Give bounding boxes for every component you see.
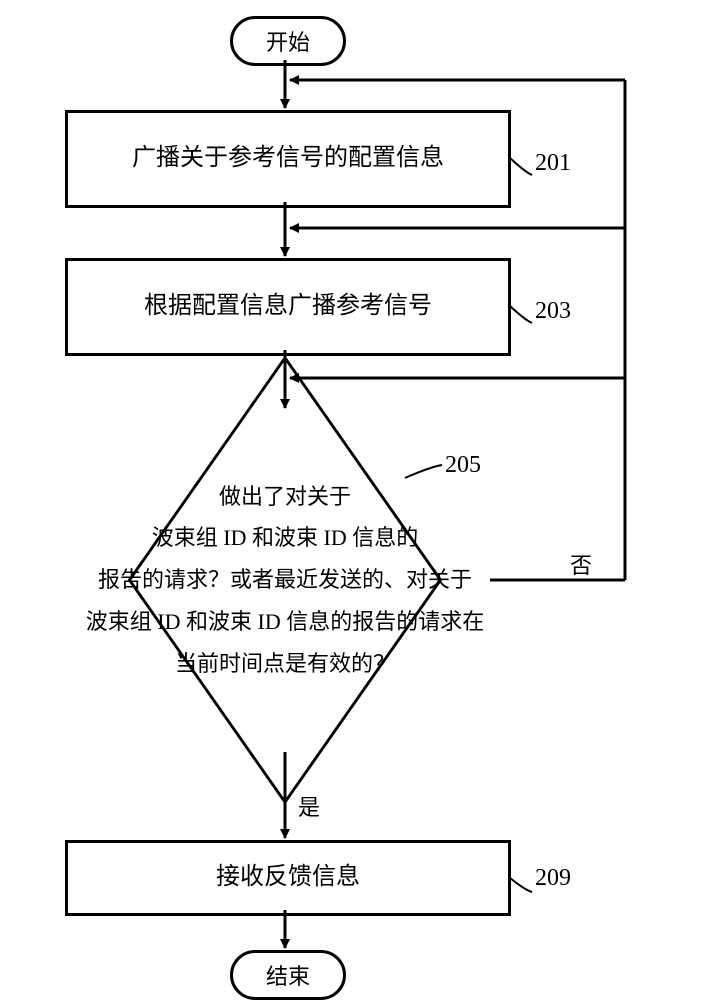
ref-201: 201 — [535, 150, 571, 177]
no-label: 否 — [570, 548, 592, 580]
process-209-text: 接收反馈信息 — [216, 861, 360, 895]
yes-label: 是 — [298, 790, 320, 822]
process-203-text: 根据配置信息广播参考信号 — [144, 290, 432, 324]
decision-205: 做出了对关于 波束组 ID 和波束 ID 信息的 报告的请求？或者最近发送的、对… — [150, 445, 420, 715]
leader-201 — [510, 158, 532, 175]
leader-209 — [510, 878, 532, 892]
process-201-text: 广播关于参考信号的配置信息 — [132, 142, 444, 176]
ref-209: 209 — [535, 865, 571, 892]
end-terminator: 结束 — [230, 950, 346, 1000]
flowchart-canvas: 开始 广播关于参考信号的配置信息 201 根据配置信息广播参考信号 203 做出… — [0, 0, 706, 1000]
end-label: 结束 — [266, 959, 310, 991]
start-label: 开始 — [266, 25, 310, 57]
ref-205: 205 — [445, 452, 481, 479]
leader-203 — [510, 306, 532, 323]
process-203: 根据配置信息广播参考信号 — [65, 258, 511, 356]
start-terminator: 开始 — [230, 16, 346, 66]
process-201: 广播关于参考信号的配置信息 — [65, 110, 511, 208]
process-209: 接收反馈信息 — [65, 840, 511, 916]
ref-203: 203 — [535, 298, 571, 325]
